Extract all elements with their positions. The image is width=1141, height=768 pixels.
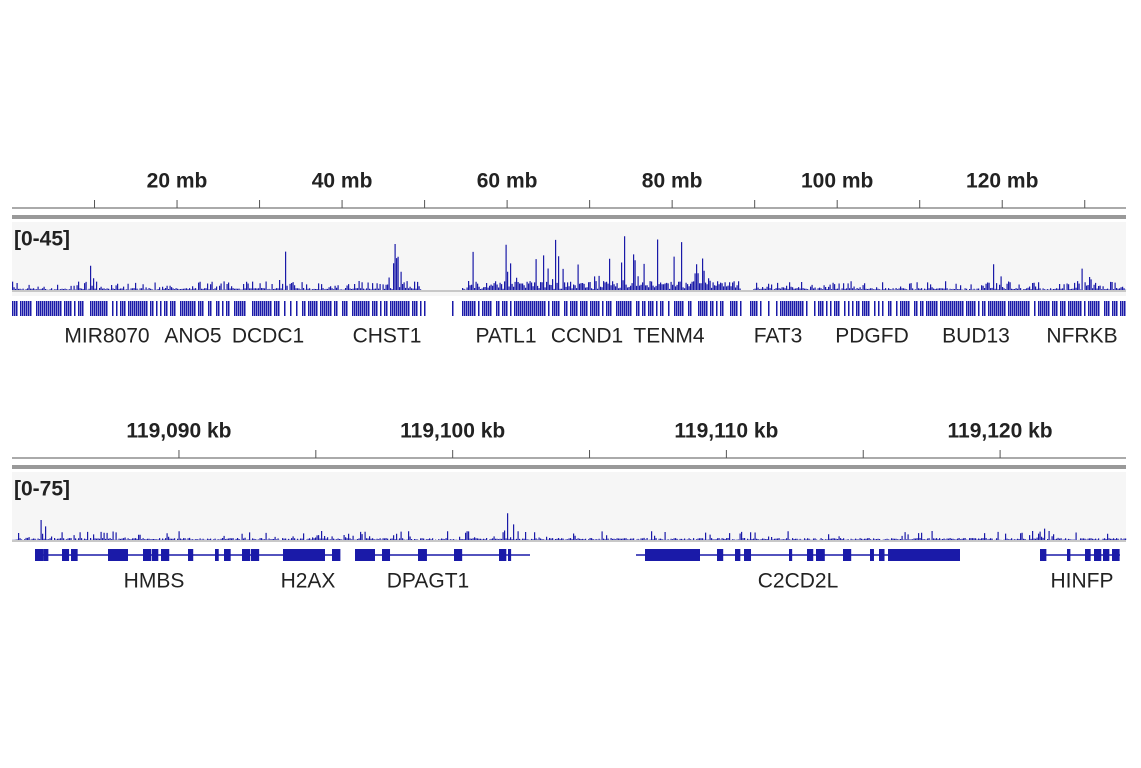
exon (1094, 549, 1102, 561)
range-label: [0-45] (14, 228, 70, 251)
exon (152, 549, 159, 561)
tick-label: 80 mb (642, 170, 703, 193)
exon (283, 549, 325, 561)
exon (71, 549, 78, 561)
exon (143, 549, 152, 561)
exon (251, 549, 260, 561)
exon (242, 549, 251, 561)
exon (879, 549, 885, 561)
exon (62, 549, 70, 561)
exon (499, 549, 507, 561)
exon (1112, 549, 1120, 561)
exon (893, 549, 960, 561)
tick-label: 119,100 kb (400, 420, 505, 443)
tick-label: 120 mb (966, 170, 1038, 193)
exon (215, 549, 219, 561)
tick-label: 20 mb (147, 170, 208, 193)
gene-label: HMBS (124, 570, 185, 593)
exon (454, 549, 463, 561)
separator (12, 215, 1126, 219)
gene-label: PDGFD (835, 325, 909, 348)
exon (35, 549, 44, 561)
exon (332, 549, 341, 561)
exon (1103, 549, 1110, 561)
gene-label: MIR8070 (64, 325, 149, 348)
gene-label: FAT3 (754, 325, 803, 348)
exon (188, 549, 194, 561)
gene-label: HINFP (1051, 570, 1114, 593)
exon (735, 549, 741, 561)
gene-label: ANO5 (164, 325, 221, 348)
exon (789, 549, 793, 561)
exon (508, 549, 512, 561)
tick-label: 119,120 kb (948, 420, 1053, 443)
exon (744, 549, 752, 561)
exon (645, 549, 651, 561)
track-bg (12, 222, 1126, 296)
gene-label: CCND1 (551, 325, 623, 348)
gene-label: TENM4 (633, 325, 704, 348)
gene-label: DPAGT1 (387, 570, 469, 593)
tick-label: 119,110 kb (674, 420, 778, 443)
exon (44, 549, 49, 561)
tick-label: 40 mb (312, 170, 373, 193)
exon (224, 549, 231, 561)
tick-label: 60 mb (477, 170, 538, 193)
gene-label: BUD13 (942, 325, 1010, 348)
exon (807, 549, 814, 561)
gene-label: DCDC1 (232, 325, 304, 348)
track-bg (12, 472, 1126, 542)
exon (650, 549, 700, 561)
exon (816, 549, 825, 561)
exon (1085, 549, 1091, 561)
exon (717, 549, 724, 561)
gene-label: PATL1 (475, 325, 536, 348)
exon (888, 549, 897, 561)
gene-label: H2AX (281, 570, 336, 593)
exon (355, 549, 375, 561)
exon (1040, 549, 1047, 561)
gene-label: C2CD2L (758, 570, 839, 593)
gene-features (12, 301, 1126, 316)
separator (12, 465, 1126, 469)
range-label: [0-75] (14, 478, 70, 501)
exon (870, 549, 874, 561)
tick-label: 119,090 kb (126, 420, 231, 443)
exon (108, 549, 128, 561)
exon (418, 549, 427, 561)
tick-label: 100 mb (801, 170, 873, 193)
gene-label: CHST1 (353, 325, 422, 348)
exon (161, 549, 170, 561)
exon (382, 549, 391, 561)
gene-label: NFRKB (1046, 325, 1117, 348)
exon (1067, 549, 1071, 561)
exon (843, 549, 852, 561)
